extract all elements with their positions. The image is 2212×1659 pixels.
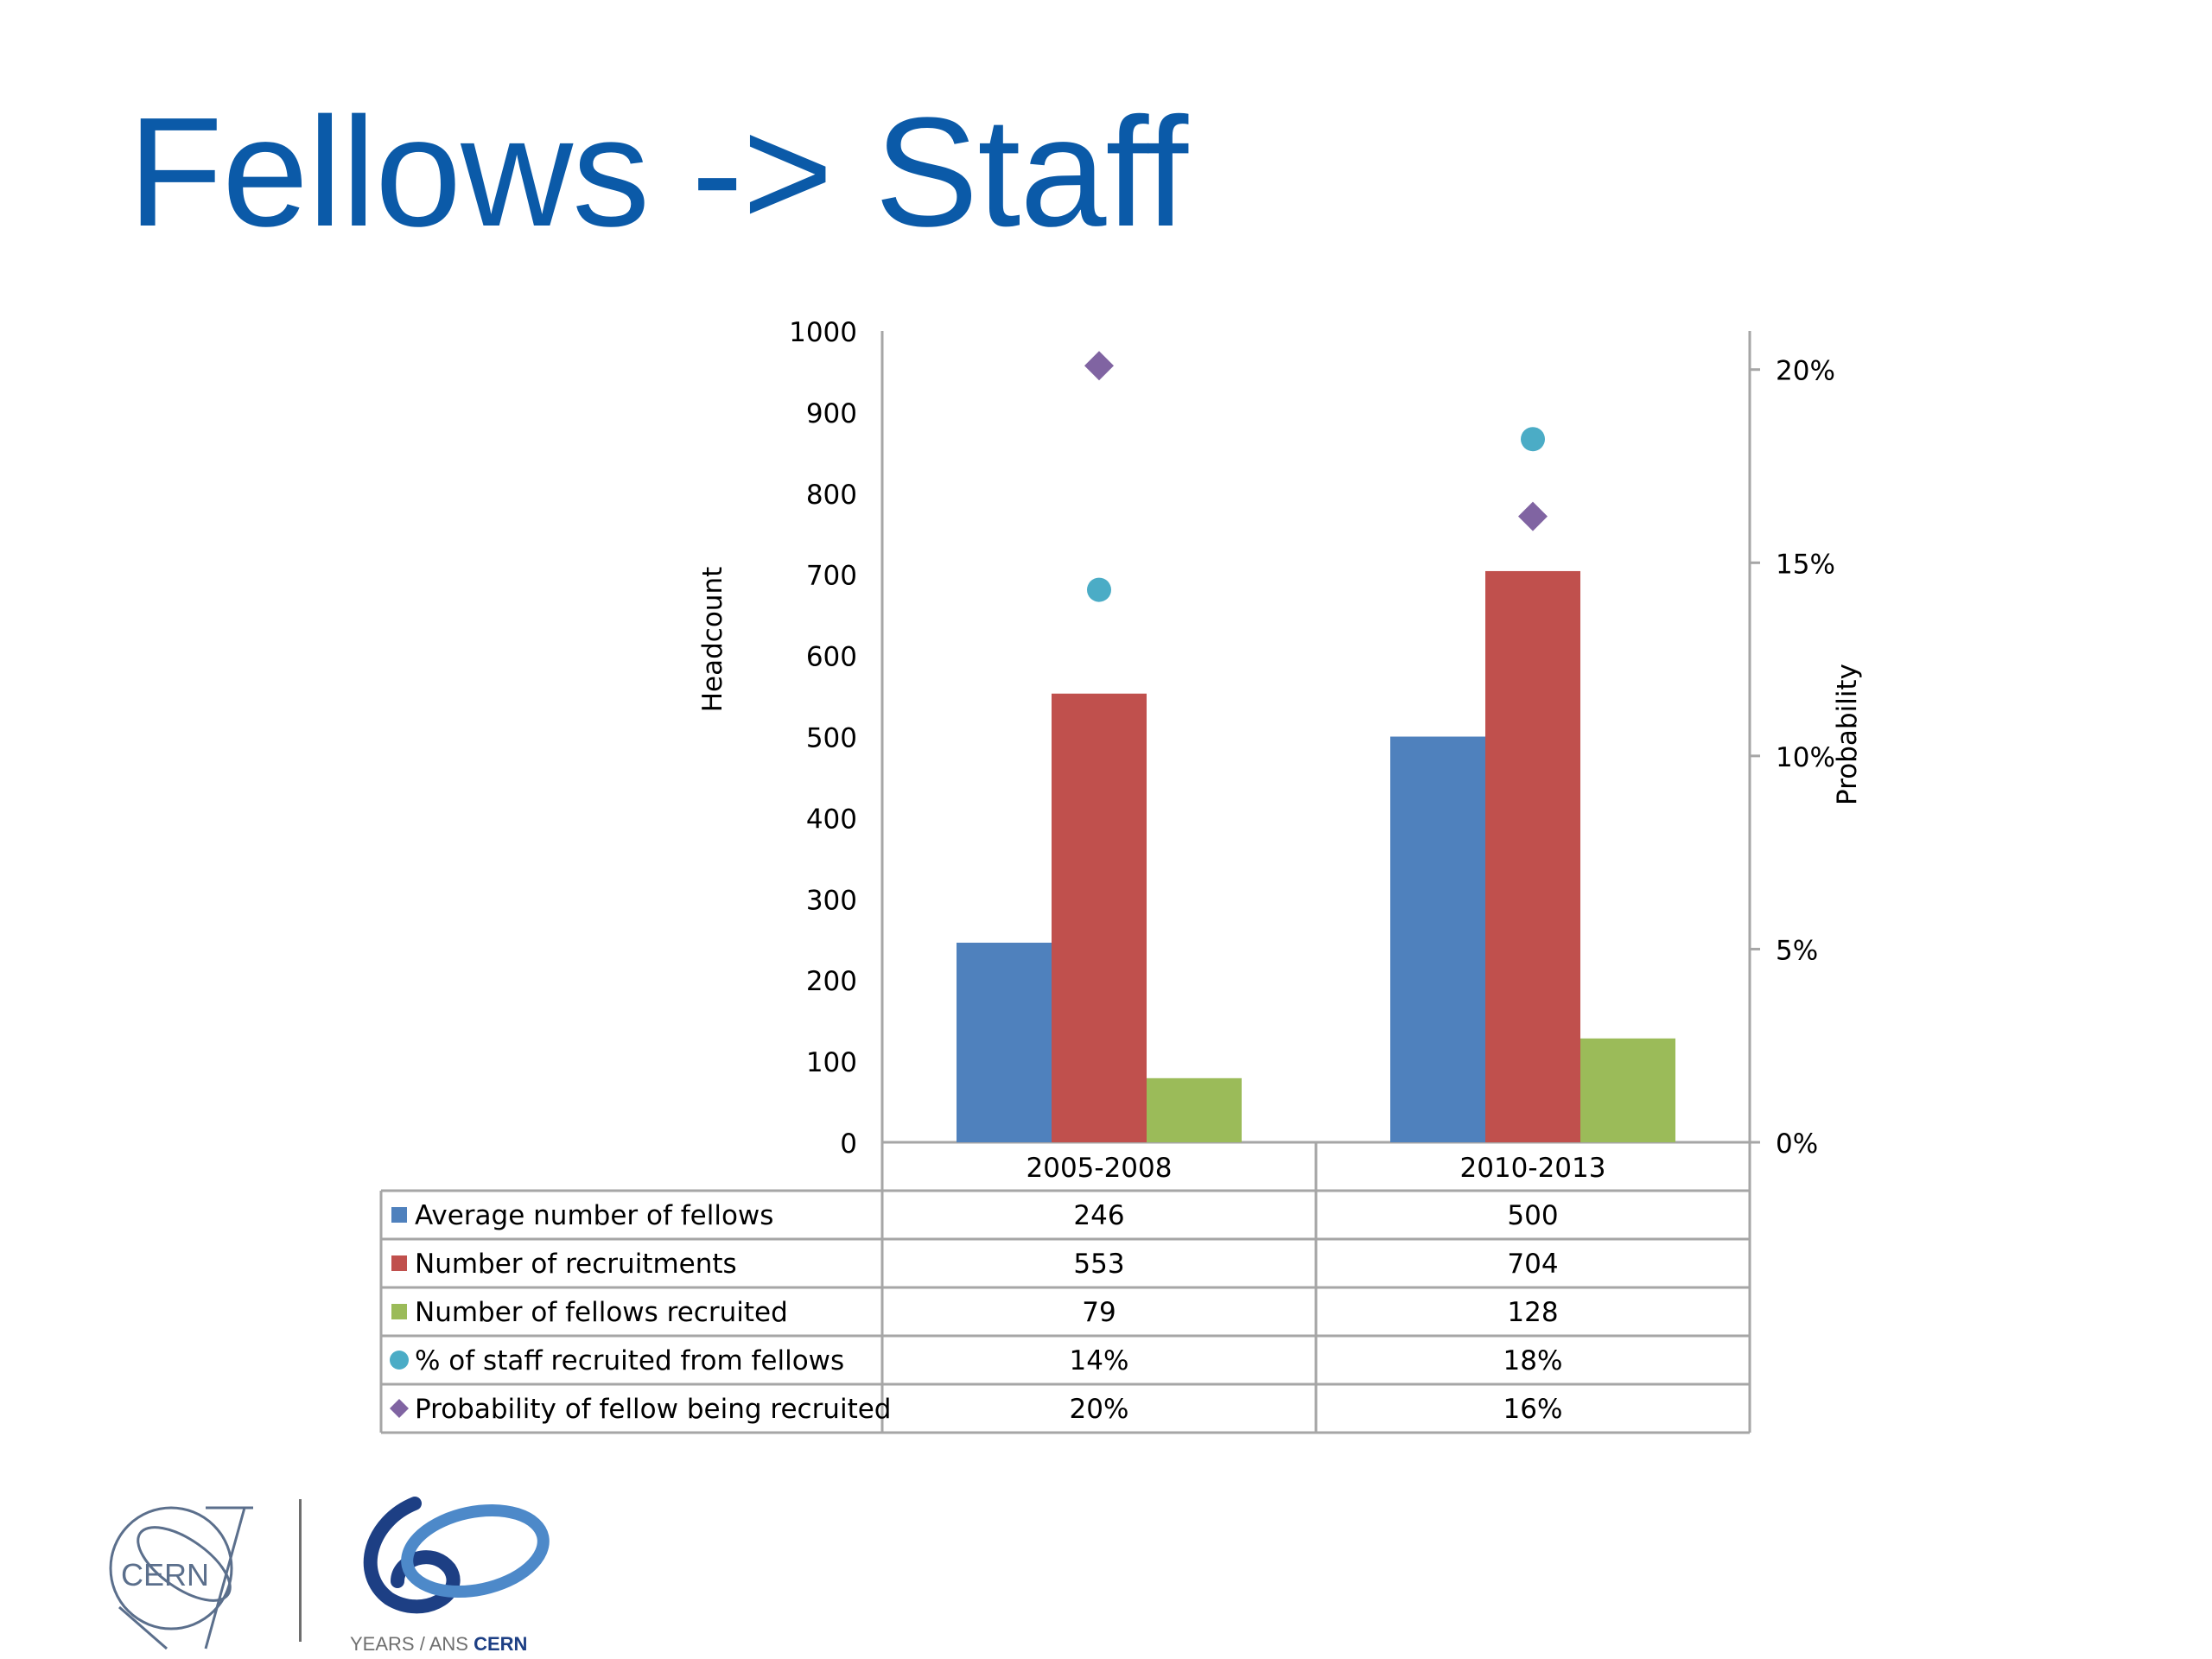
point-marker xyxy=(1521,427,1545,452)
y2-tick-label: 15% xyxy=(1776,549,1835,580)
y-tick-label: 0 xyxy=(840,1128,857,1160)
anniversary-caption: YEARS / ANS CERN xyxy=(350,1633,527,1655)
legend-key xyxy=(391,1304,407,1319)
y-tick-label: 300 xyxy=(806,885,857,916)
y-tick-label: 900 xyxy=(806,398,857,429)
y2-axis-title: Probability xyxy=(1832,664,1863,805)
logo-divider xyxy=(299,1499,302,1642)
y2-tick-label: 0% xyxy=(1776,1128,1818,1160)
data-label: 128 xyxy=(1507,1297,1558,1328)
legend-key xyxy=(390,1399,409,1418)
bar xyxy=(1390,736,1485,1142)
data-label: 14% xyxy=(1070,1345,1129,1376)
legend-label: Number of recruitments xyxy=(415,1249,737,1280)
legend-label: % of staff recruited from fellows xyxy=(415,1345,844,1376)
legend-label: Average number of fellows xyxy=(415,1200,773,1231)
legend-key xyxy=(391,1255,407,1271)
legend-key xyxy=(390,1351,409,1370)
bar xyxy=(1052,693,1147,1142)
y-tick-label: 800 xyxy=(806,480,857,511)
slide-title: Fellows -> Staff xyxy=(128,86,1188,259)
data-label: 704 xyxy=(1507,1249,1558,1280)
y-tick-label: 400 xyxy=(806,804,857,835)
data-label: 18% xyxy=(1503,1345,1563,1376)
y-axis-title: Headcount xyxy=(697,567,728,713)
y-tick-label: 100 xyxy=(806,1047,857,1078)
bar xyxy=(1580,1038,1675,1142)
category-label: 2005-2008 xyxy=(1027,1153,1173,1184)
cern-60-years-logo: YEARS / ANS CERN xyxy=(350,1497,550,1655)
y2-tick-label: 5% xyxy=(1776,935,1818,966)
y2-tick-label: 20% xyxy=(1776,356,1835,387)
legend-key xyxy=(391,1207,407,1223)
point-marker xyxy=(1084,351,1114,381)
data-table: 2005-2008 2010-2013 Average number of fell… xyxy=(379,1142,1751,1434)
point-marker xyxy=(1518,501,1548,531)
data-label: 16% xyxy=(1503,1394,1563,1425)
legend-label: Number of fellows recruited xyxy=(415,1297,788,1328)
data-label: 553 xyxy=(1073,1249,1124,1280)
y-tick-label: 1000 xyxy=(789,317,857,348)
point-marker xyxy=(1087,577,1111,602)
y-tick-label: 200 xyxy=(806,966,857,997)
bar xyxy=(1485,570,1580,1142)
y-tick-label: 500 xyxy=(806,723,857,754)
data-label: 20% xyxy=(1070,1394,1129,1425)
data-label: 79 xyxy=(1082,1297,1116,1328)
chart-markers xyxy=(1084,351,1548,602)
category-label: 2010-2013 xyxy=(1460,1153,1606,1184)
chart-bars xyxy=(957,570,1675,1142)
y-tick-label: 600 xyxy=(806,642,857,673)
bar xyxy=(1147,1077,1242,1142)
cern-logo: CERN xyxy=(109,1506,253,1650)
data-label: 246 xyxy=(1073,1200,1124,1231)
bar xyxy=(957,943,1052,1142)
y2-tick-label: 10% xyxy=(1776,742,1835,773)
chart-axes: 0 100 200 300 400 500 600 700 800 900 1000 0% 5% 10% 1… xyxy=(697,317,1863,1160)
y-tick-label: 700 xyxy=(806,561,857,592)
data-label: 500 xyxy=(1507,1200,1558,1231)
legend-label: Probability of fellow being recruited xyxy=(415,1394,891,1425)
cern-logo-text: CERN xyxy=(121,1557,209,1592)
